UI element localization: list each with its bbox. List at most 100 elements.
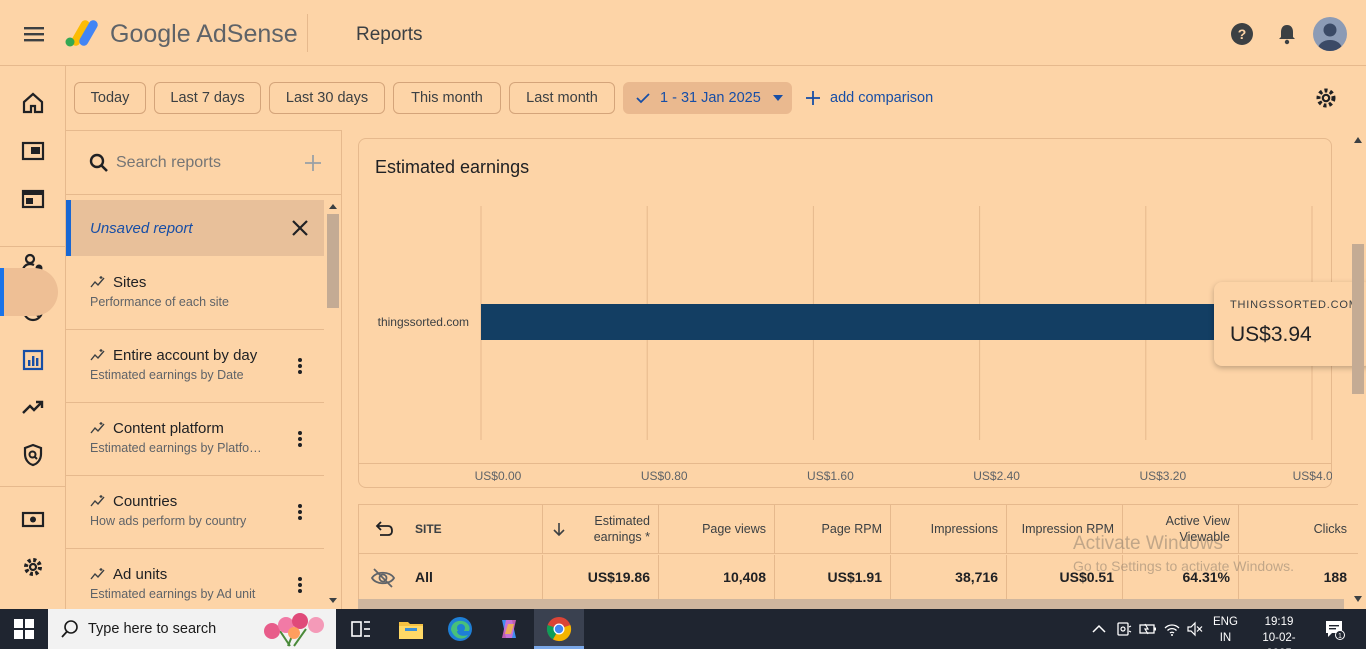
date-range-label: 1 - 31 Jan 2025 <box>660 90 761 106</box>
earnings-bar-chart: thingssorted.com US$0.00 US$0.80 US$1.60 US… <box>378 206 1332 483</box>
chip-last-7-days[interactable]: Last 7 days <box>154 82 261 114</box>
payments-icon[interactable] <box>20 506 46 532</box>
cell-active-view-viewable: 64.31% <box>1123 555 1239 599</box>
report-list-scrollbar-thumb[interactable] <box>327 214 339 308</box>
tooltip-site-name: THINGSSORTED.COM <box>1230 299 1359 311</box>
column-header-impression-rpm[interactable]: Impression RPM <box>1007 505 1123 553</box>
report-title: Countries <box>113 493 178 510</box>
activate-windows-watermark: Activate Windows <box>1073 533 1223 554</box>
column-header-impressions[interactable]: Impressions <box>891 505 1007 553</box>
windows-start-icon[interactable] <box>14 619 34 639</box>
hamburger-menu-icon[interactable] <box>18 18 50 50</box>
unsaved-report-label: Unsaved report <box>90 220 193 237</box>
cell-clicks: 188 <box>1323 569 1347 585</box>
account-settings-gear-icon[interactable] <box>20 554 46 580</box>
column-header-page-rpm[interactable]: Page RPM <box>775 505 891 553</box>
cell-page-rpm: US$1.91 <box>775 555 891 599</box>
clock-time: 19:19 <box>1264 616 1294 628</box>
page-title: Reports <box>356 24 423 45</box>
notification-center-icon[interactable]: 1 <box>1323 618 1345 640</box>
close-icon[interactable] <box>289 217 311 239</box>
report-subtitle: Performance of each site <box>90 295 229 309</box>
wifi-icon[interactable] <box>1163 620 1181 638</box>
activate-windows-subtext: Go to Settings to activate Windows. <box>1073 558 1294 574</box>
notification-count: 1 <box>1338 633 1342 640</box>
chart-title: Estimated earnings <box>375 157 530 177</box>
copilot-icon[interactable] <box>494 614 524 644</box>
input-language-indicator[interactable]: ENG IN <box>1213 614 1238 646</box>
column-header-site[interactable]: SITE <box>400 505 543 553</box>
report-item-sites[interactable]: Sites Performance of each site <box>66 257 324 330</box>
rail-active-indicator <box>0 268 4 316</box>
sort-arrow-down-icon[interactable] <box>551 521 567 537</box>
checkmark-icon <box>636 93 650 104</box>
chip-this-month[interactable]: This month <box>393 82 501 114</box>
chip-last-30-days[interactable]: Last 30 days <box>269 82 385 114</box>
chrome-active-indicator <box>534 646 584 649</box>
language-code: ENG <box>1213 616 1238 628</box>
undo-arrow-icon[interactable] <box>372 518 394 540</box>
task-view-icon[interactable] <box>346 614 376 644</box>
report-item-ad-units[interactable]: Ad units Estimated earnings by Ad unit <box>66 549 324 609</box>
unsaved-report-item[interactable] <box>66 200 324 256</box>
report-subtitle: Estimated earnings by Platfo… <box>90 441 262 455</box>
column-header-estimated-earnings[interactable]: Estimated earnings * <box>570 505 659 553</box>
rail-active-highlight <box>0 268 58 316</box>
report-table <box>358 504 1358 609</box>
brand-adsense: AdSense <box>190 20 298 48</box>
report-settings-gear-icon[interactable] <box>1313 85 1339 111</box>
report-list-scrollbar[interactable] <box>325 200 341 609</box>
reports-icon[interactable] <box>20 347 46 373</box>
add-comparison-button[interactable]: add comparison <box>804 86 933 110</box>
search-reports-input[interactable] <box>116 154 286 172</box>
more-options-icon[interactable] <box>292 502 308 522</box>
account-avatar[interactable] <box>1313 17 1347 51</box>
left-navigation-rail <box>0 66 66 609</box>
cell-estimated-earnings: US$19.86 <box>543 555 659 599</box>
row-total-label: All <box>400 555 543 599</box>
report-title: Content platform <box>113 420 224 437</box>
x-tick-label: US$0.80 <box>641 469 688 483</box>
notifications-bell-icon[interactable] <box>1274 21 1300 47</box>
home-icon[interactable] <box>20 90 46 116</box>
hidden-eye-icon[interactable] <box>370 567 396 589</box>
date-range-dropdown[interactable]: 1 - 31 Jan 2025 <box>623 82 792 114</box>
sites-icon[interactable] <box>20 186 46 212</box>
add-report-plus-icon[interactable] <box>302 152 324 174</box>
report-item-content-platform[interactable]: Content platform Estimated earnings by P… <box>66 403 324 476</box>
more-options-icon[interactable] <box>292 356 308 376</box>
chart-tooltip <box>1214 282 1366 366</box>
report-sparkle-icon <box>90 567 106 581</box>
column-header-clicks[interactable]: Clicks <box>1313 522 1347 536</box>
column-header-page-views[interactable]: Page views <box>659 505 775 553</box>
column-header-active-view-viewable[interactable]: Active View Viewable <box>1123 505 1239 553</box>
meet-now-camera-icon[interactable] <box>1115 620 1133 638</box>
battery-charging-icon[interactable] <box>1139 620 1157 638</box>
show-hidden-icons-chevron-icon[interactable] <box>1090 620 1108 638</box>
bar-thingssorted-com[interactable] <box>481 304 1300 340</box>
optimization-trending-icon[interactable] <box>20 394 46 420</box>
report-subtitle: Estimated earnings by Date <box>90 368 244 382</box>
table-horizontal-scrollbar[interactable] <box>358 599 1344 609</box>
more-options-icon[interactable] <box>292 575 308 595</box>
more-options-icon[interactable] <box>292 429 308 449</box>
main-scrollbar[interactable] <box>1350 130 1366 609</box>
report-title: Entire account by day <box>113 347 258 364</box>
category-label: thingssorted.com <box>378 315 469 329</box>
file-explorer-icon[interactable] <box>396 614 426 644</box>
table-header-divider <box>358 553 1358 554</box>
help-icon[interactable]: ? <box>1229 21 1255 47</box>
main-scrollbar-thumb[interactable] <box>1352 244 1364 394</box>
taskbar-clock[interactable]: 19:19 10-02-2025 <box>1250 614 1308 649</box>
x-tick-label: US$4.00 <box>1293 469 1332 483</box>
report-subtitle: Estimated earnings by Ad unit <box>90 587 256 601</box>
policy-center-icon[interactable] <box>20 442 46 468</box>
ads-icon[interactable] <box>20 138 46 164</box>
report-item-countries[interactable]: Countries How ads perform by country <box>66 476 324 549</box>
chrome-browser-icon[interactable] <box>544 614 574 644</box>
chip-today[interactable]: Today <box>74 82 146 114</box>
report-item-entire-account-by-day[interactable]: Entire account by day Estimated earnings… <box>66 330 324 403</box>
volume-muted-icon[interactable] <box>1186 620 1204 638</box>
edge-browser-icon[interactable] <box>445 614 475 644</box>
chip-last-month[interactable]: Last month <box>509 82 615 114</box>
